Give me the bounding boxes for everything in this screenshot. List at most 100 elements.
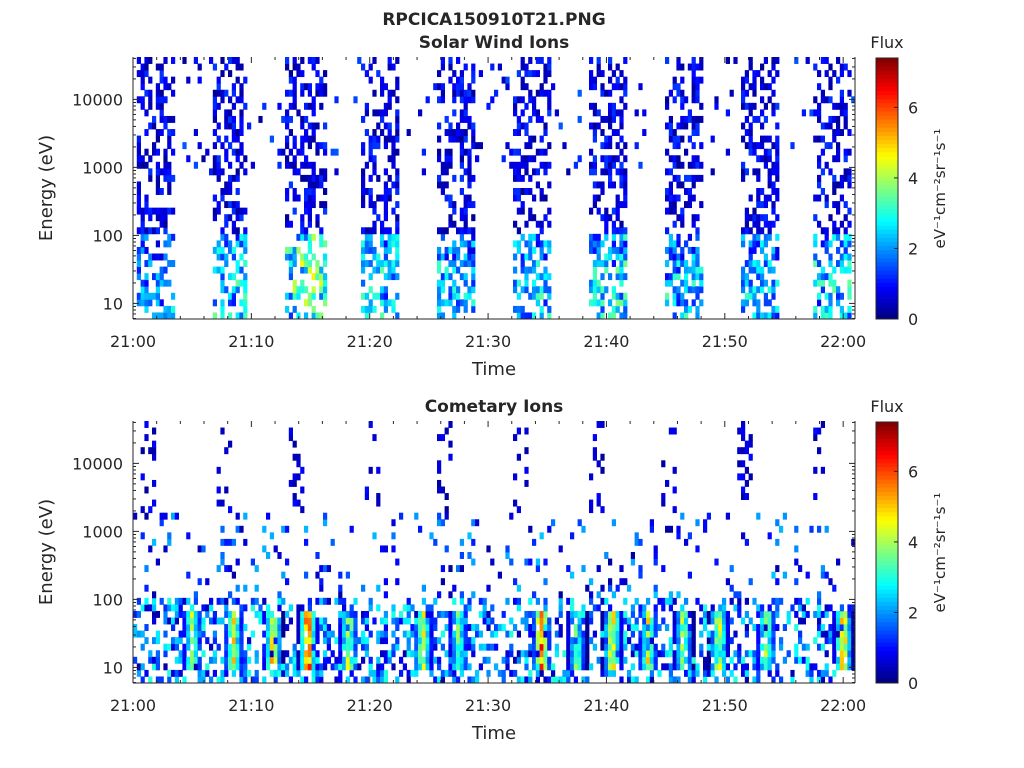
spectrogram-cell — [376, 142, 381, 150]
spectrogram-cell — [456, 83, 461, 91]
spectrogram-cell — [364, 637, 369, 645]
spectrogram-cell — [509, 650, 514, 658]
spectrogram-cell — [372, 161, 377, 169]
spectrogram-cell — [482, 617, 487, 625]
spectrogram-cell — [619, 240, 624, 248]
spectrogram-cell — [558, 122, 563, 130]
spectrogram-cell — [190, 650, 195, 658]
spectrogram-cell — [197, 630, 202, 638]
spectrogram-cell — [729, 584, 734, 592]
spectrogram-cell — [178, 650, 183, 658]
spectrogram-cell — [326, 656, 331, 664]
spectrogram-cell — [847, 89, 852, 97]
spectrogram-cell — [433, 637, 438, 645]
spectrogram-cell — [231, 630, 236, 638]
spectrogram-cell — [665, 663, 670, 671]
colorbar-step — [876, 491, 898, 496]
spectrogram-cell — [319, 233, 324, 241]
spectrogram-cell — [326, 597, 331, 605]
spectrogram-cell — [558, 604, 563, 612]
spectrogram-cell — [600, 89, 605, 97]
spectrogram-cell — [820, 630, 825, 638]
spectrogram-cell — [368, 174, 373, 182]
spectrogram-cell — [459, 637, 464, 645]
spectrogram-cell — [596, 253, 601, 261]
spectrogram-cell — [763, 102, 768, 110]
spectrogram-cell — [611, 643, 616, 651]
spectrogram-cell — [843, 624, 848, 631]
spectrogram-cell — [760, 617, 765, 625]
spectrogram-cell — [372, 266, 377, 274]
spectrogram-cell — [741, 663, 746, 671]
spectrogram-cell — [596, 604, 601, 612]
spectrogram-cell — [140, 286, 145, 294]
spectrogram-cell — [680, 643, 685, 651]
spectrogram-cell — [235, 637, 240, 645]
spectrogram-cell — [300, 279, 305, 287]
spectrogram-cell — [421, 630, 426, 638]
spectrogram-cell — [231, 538, 236, 546]
spectrogram-cell — [824, 292, 829, 300]
spectrogram-cell — [376, 174, 381, 182]
colorbar-step — [876, 479, 898, 484]
spectrogram-cell — [581, 656, 586, 664]
spectrogram-cell — [604, 637, 609, 645]
spectrogram-cell — [471, 246, 476, 254]
spectrogram-cell — [440, 96, 445, 104]
spectrogram-cell — [342, 617, 347, 625]
spectrogram-cell — [748, 617, 753, 625]
spectrogram-cell — [524, 253, 529, 261]
spectrogram-cell — [543, 89, 548, 97]
spectrogram-cell — [596, 493, 601, 500]
spectrogram-cell — [349, 624, 354, 631]
spectrogram-cell — [672, 630, 677, 638]
spectrogram-cell — [319, 286, 324, 294]
spectrogram-cell — [562, 669, 567, 677]
spectrogram-cell — [148, 57, 153, 64]
spectrogram-cell — [820, 565, 825, 573]
spectrogram-cell — [532, 286, 537, 294]
spectrogram-cell — [543, 610, 548, 618]
panel-1: 21:00 21:10 21:20 21:30 21:40 21:50 22:0010100… — [36, 33, 949, 380]
spectrogram-cell — [573, 656, 578, 664]
spectrogram-cell — [847, 207, 852, 215]
spectrogram-cell — [668, 273, 673, 281]
spectrogram-cell — [444, 181, 449, 189]
spectrogram-cell — [779, 637, 784, 645]
spectrogram-cell — [592, 109, 597, 117]
spectrogram-cell — [452, 207, 457, 215]
spectrogram-cell — [288, 434, 293, 442]
spectrogram-cell — [311, 273, 316, 281]
spectrogram-cell — [752, 292, 757, 300]
spectrogram-cell — [171, 89, 176, 97]
spectrogram-cell — [687, 650, 692, 658]
spectrogram-cell — [307, 246, 312, 254]
spectrogram-cell — [539, 115, 544, 123]
spectrogram-cell — [771, 617, 776, 625]
spectrogram-cell — [817, 279, 822, 287]
spectrogram-cell — [372, 168, 377, 176]
spectrogram-cell — [611, 227, 616, 235]
spectrogram-cell — [262, 643, 267, 651]
spectrogram-cell — [163, 161, 168, 169]
spectrogram-cell — [547, 676, 552, 684]
spectrogram-cell — [725, 643, 730, 651]
spectrogram-cell — [148, 676, 153, 684]
spectrogram-cell — [163, 610, 168, 618]
spectrogram-cell — [695, 273, 700, 281]
spectrogram-cell — [828, 676, 833, 684]
colorbar-step — [876, 237, 898, 243]
spectrogram-cell — [820, 624, 825, 631]
spectrogram-cell — [566, 643, 571, 651]
spectrogram-cell — [144, 512, 149, 520]
spectrogram-cell — [520, 260, 525, 267]
spectrogram-cell — [836, 142, 841, 150]
spectrogram-cell — [839, 604, 844, 612]
spectrogram-cell — [847, 617, 852, 625]
colorbar-step — [876, 274, 898, 279]
spectrogram-cell — [805, 656, 810, 664]
spectrogram-cell — [448, 76, 453, 84]
spectrogram-cell — [672, 286, 677, 294]
spectrogram-cell — [357, 663, 362, 671]
spectrogram-cell — [418, 525, 423, 533]
